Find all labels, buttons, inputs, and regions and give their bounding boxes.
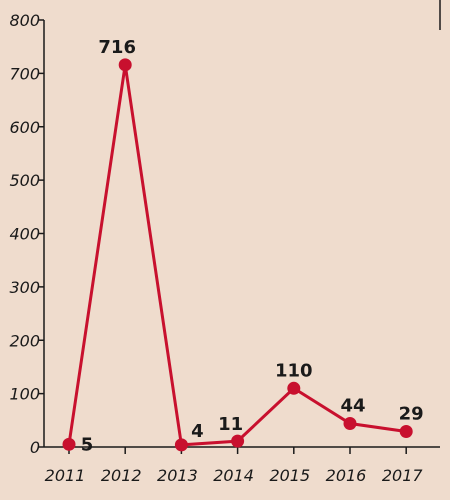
- data-point: [174, 438, 188, 452]
- data-point: [399, 425, 413, 439]
- data-label: 29: [399, 404, 424, 425]
- x-tick-label: 2013: [157, 466, 198, 485]
- x-tick-label: 2017: [382, 466, 424, 485]
- data-point: [118, 58, 132, 72]
- data-label: 11: [218, 414, 243, 435]
- y-tick-label: 0: [30, 438, 40, 457]
- data-label: 44: [340, 396, 365, 417]
- y-tick-label: 600: [9, 118, 40, 137]
- data-point: [231, 434, 245, 448]
- data-label: 5: [81, 434, 94, 455]
- y-tick-label: 400: [9, 225, 40, 244]
- data-label: 110: [275, 360, 313, 381]
- y-tick-label: 700: [9, 64, 40, 83]
- y-tick-label: 200: [9, 331, 40, 350]
- series-line: [67, 64, 407, 447]
- y-tick-label: 300: [9, 278, 40, 297]
- y-tick-label: 800: [9, 11, 40, 30]
- data-label: 716: [98, 37, 136, 58]
- data-point: [343, 417, 357, 431]
- x-tick-label: 2015: [269, 466, 310, 485]
- data-label: 4: [191, 421, 204, 442]
- x-tick-label: 2011: [45, 466, 86, 485]
- x-tick-label: 2016: [326, 466, 367, 485]
- y-tick-label: 100: [9, 385, 40, 404]
- x-tick-label: 2012: [101, 466, 142, 485]
- x-tick-label: 2014: [213, 466, 254, 485]
- data-point: [287, 381, 301, 395]
- data-point: [62, 437, 76, 451]
- y-tick-label: 500: [9, 171, 40, 190]
